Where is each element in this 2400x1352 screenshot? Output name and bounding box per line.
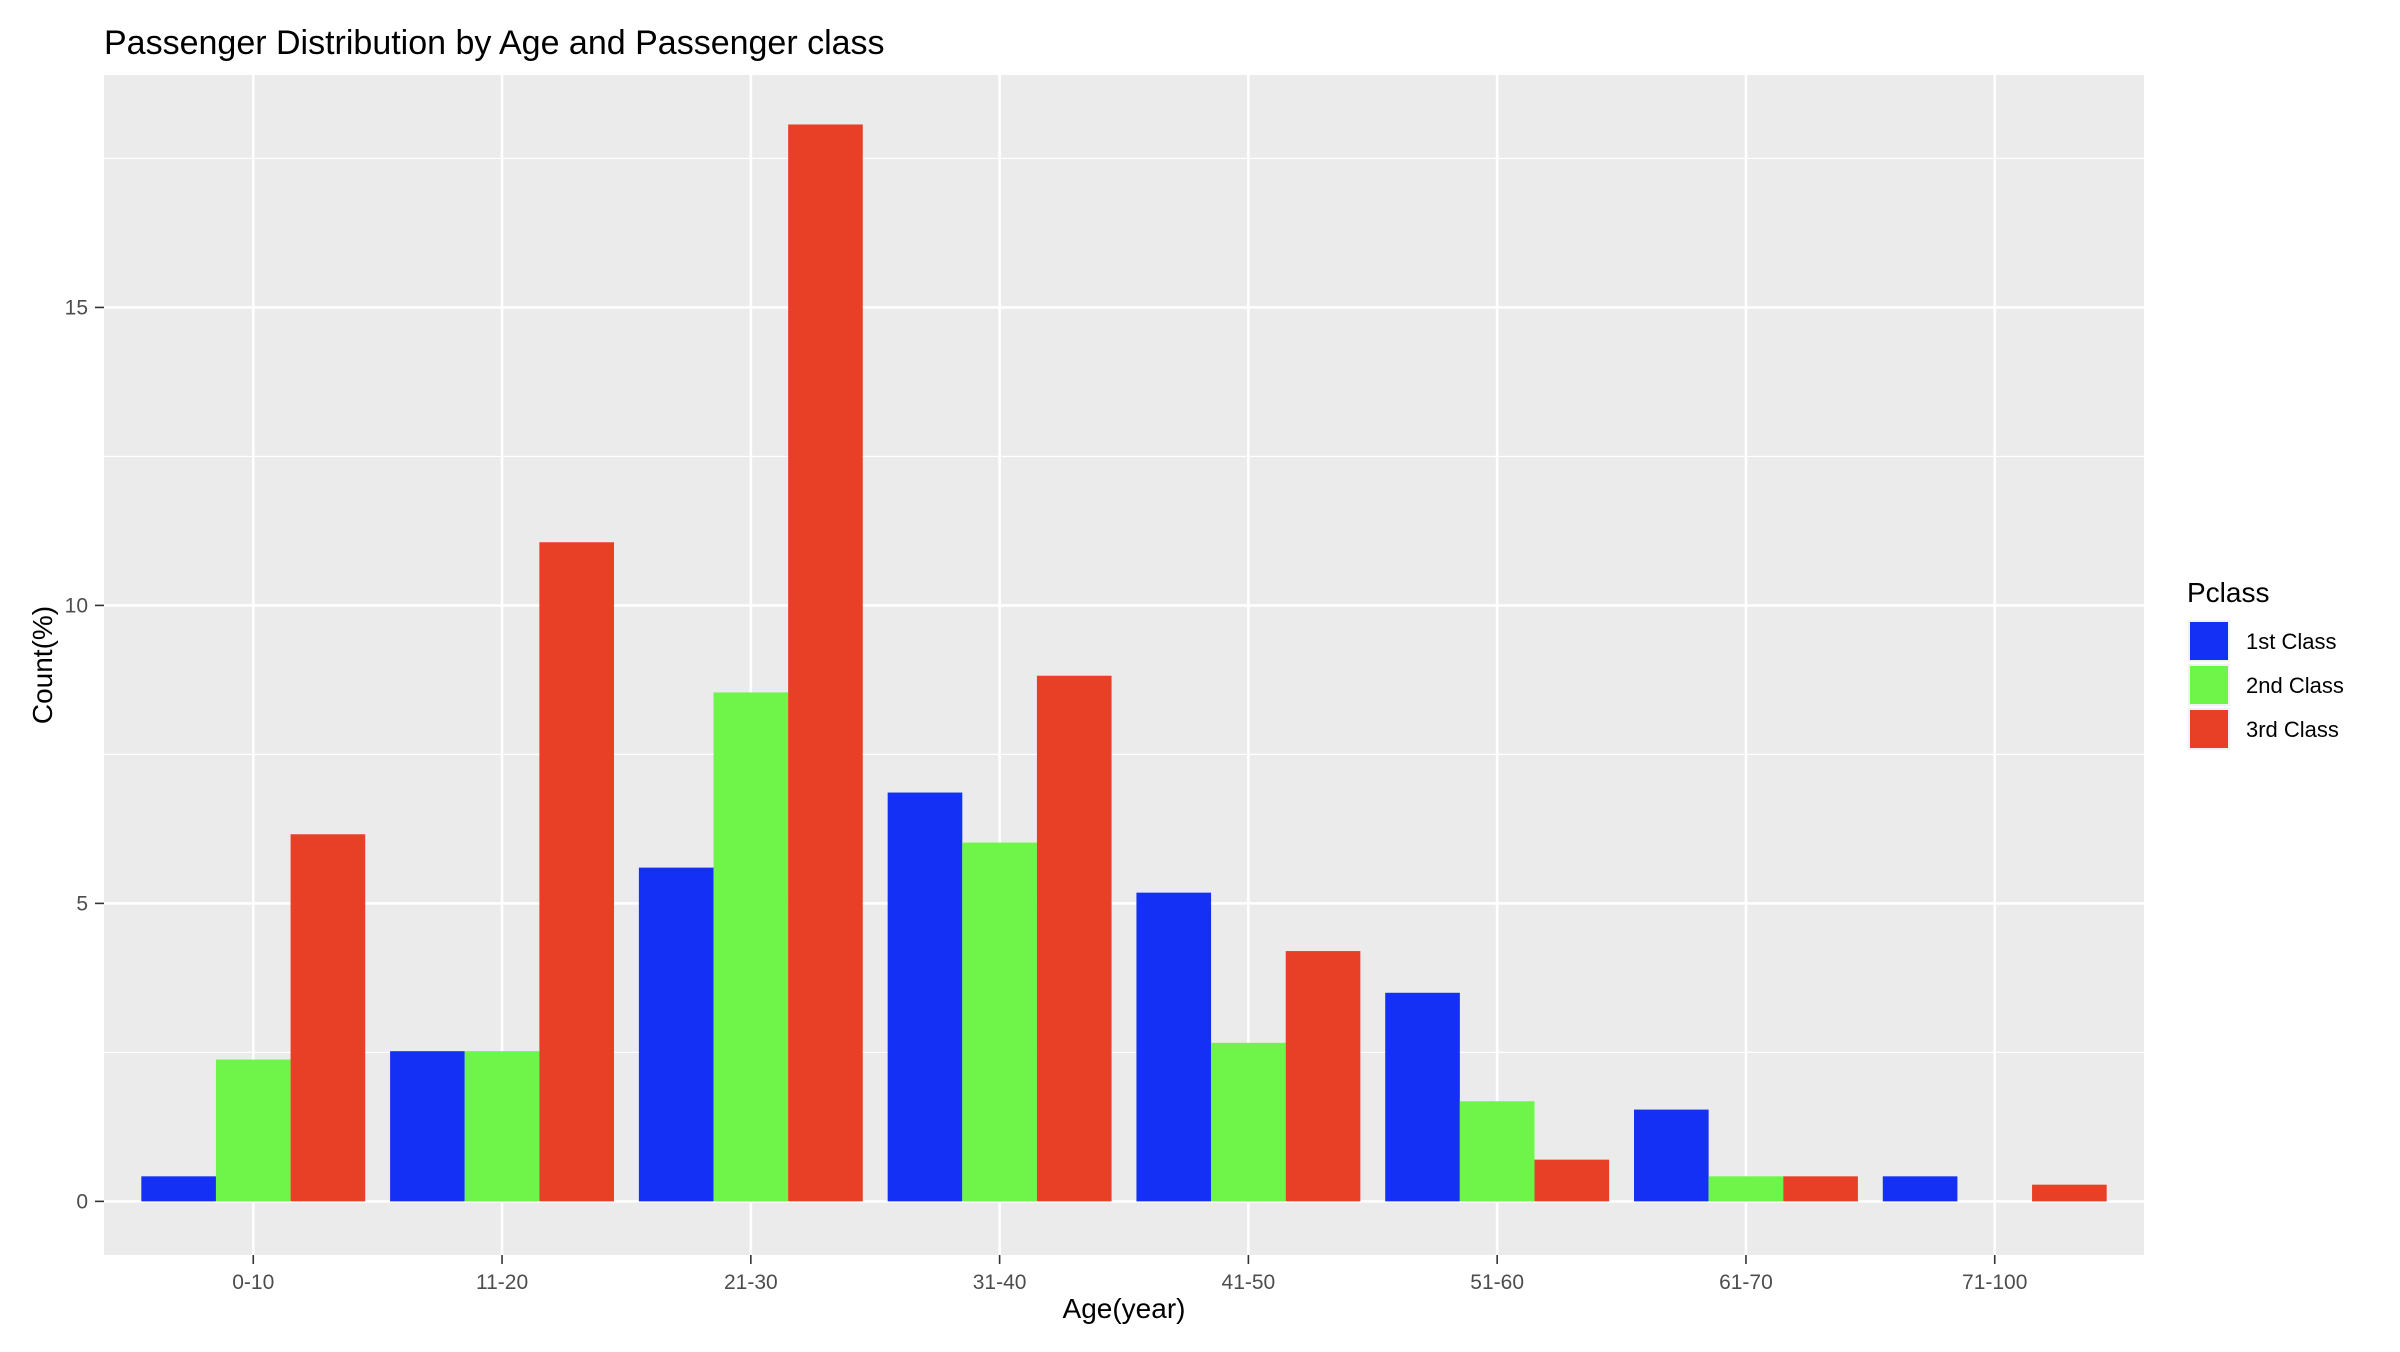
legend-items: 1st Class 2nd Class 3rd Class xyxy=(2188,620,2344,750)
x-axis-title: Age(year) xyxy=(1063,1293,1186,1324)
bar-3rd-class-11-20 xyxy=(539,542,614,1202)
bars xyxy=(141,124,2107,1202)
bar-2nd-class-31-40 xyxy=(962,842,1037,1202)
bar-1st-class-21-30 xyxy=(638,867,714,1202)
axes: 0 5 10 15 0-10 11-20 21-30 31-40 41-50 51-60 61-70… xyxy=(65,296,2028,1294)
x-tick-label: 21-30 xyxy=(724,1271,778,1294)
legend-label: 2nd Class xyxy=(2246,673,2344,698)
bar-2nd-class-11-20 xyxy=(464,1051,540,1202)
y-tick-label: 15 xyxy=(65,296,88,319)
bar-1st-class-0-10 xyxy=(141,1176,216,1202)
y-tick-label: 10 xyxy=(65,594,88,617)
bar-3rd-class-31-40 xyxy=(1036,675,1112,1202)
bar-1st-class-61-70 xyxy=(1634,1109,1709,1202)
x-tick-label: 71-100 xyxy=(1962,1271,2027,1294)
x-tick-label: 31-40 xyxy=(973,1271,1027,1294)
legend-swatch xyxy=(2190,710,2228,748)
x-tick-label: 51-60 xyxy=(1470,1271,1524,1294)
bar-2nd-class-51-60 xyxy=(1459,1101,1535,1202)
legend-swatch xyxy=(2190,666,2228,704)
y-tick-label: 5 xyxy=(76,892,88,915)
bar-3rd-class-41-50 xyxy=(1285,951,1361,1202)
y-axis-title: Count(%) xyxy=(27,606,58,724)
bar-2nd-class-0-10 xyxy=(215,1059,291,1202)
bar-1st-class-51-60 xyxy=(1385,992,1460,1202)
legend-title: Pclass xyxy=(2187,577,2269,608)
x-tick-label: 61-70 xyxy=(1719,1271,1773,1294)
legend-swatch xyxy=(2190,622,2228,660)
bar-3rd-class-21-30 xyxy=(788,124,863,1202)
bar-3rd-class-71-100 xyxy=(2032,1184,2107,1202)
bar-2nd-class-21-30 xyxy=(713,692,789,1202)
legend: Pclass 1st Class 2nd Class 3rd Class xyxy=(2187,577,2344,750)
bar-2nd-class-61-70 xyxy=(1708,1176,1784,1202)
bar-1st-class-71-100 xyxy=(1882,1176,1958,1202)
y-tick-label: 0 xyxy=(76,1190,88,1213)
x-tick-label: 0-10 xyxy=(232,1271,274,1294)
bar-1st-class-41-50 xyxy=(1136,892,1212,1202)
bar-3rd-class-51-60 xyxy=(1534,1159,1610,1202)
chart-title: Passenger Distribution by Age and Passen… xyxy=(104,24,885,62)
legend-label: 3rd Class xyxy=(2246,717,2339,742)
bar-3rd-class-61-70 xyxy=(1783,1176,1858,1202)
bar-3rd-class-0-10 xyxy=(290,834,366,1202)
legend-label: 1st Class xyxy=(2246,629,2336,654)
bar-2nd-class-41-50 xyxy=(1211,1042,1286,1202)
bar-1st-class-31-40 xyxy=(887,792,963,1202)
x-tick-label: 11-20 xyxy=(476,1271,528,1294)
x-tick-label: 41-50 xyxy=(1222,1271,1276,1294)
bar-1st-class-11-20 xyxy=(390,1051,465,1202)
